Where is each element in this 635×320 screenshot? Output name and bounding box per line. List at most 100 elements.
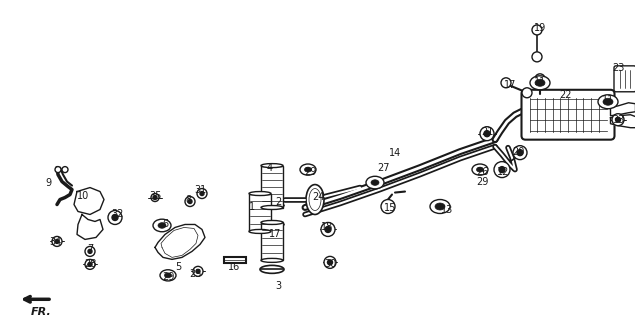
Circle shape xyxy=(85,260,95,269)
Circle shape xyxy=(88,262,92,266)
Circle shape xyxy=(88,249,92,253)
Text: 8: 8 xyxy=(185,195,191,204)
Text: 11: 11 xyxy=(602,95,614,105)
Text: 29: 29 xyxy=(476,177,488,187)
Ellipse shape xyxy=(598,95,618,109)
Text: 26: 26 xyxy=(476,167,488,177)
Text: 1: 1 xyxy=(249,202,255,212)
Circle shape xyxy=(532,52,542,62)
Circle shape xyxy=(522,88,532,98)
Ellipse shape xyxy=(160,270,176,281)
Circle shape xyxy=(62,167,68,172)
Text: 15: 15 xyxy=(384,203,396,212)
Polygon shape xyxy=(77,214,103,239)
Circle shape xyxy=(532,25,542,35)
Text: 31: 31 xyxy=(194,185,206,195)
Ellipse shape xyxy=(306,185,324,214)
Text: 13: 13 xyxy=(441,204,453,214)
Polygon shape xyxy=(74,188,104,214)
Circle shape xyxy=(185,196,195,206)
Text: 30: 30 xyxy=(324,260,336,269)
Circle shape xyxy=(325,227,331,232)
Polygon shape xyxy=(610,103,635,116)
Circle shape xyxy=(494,162,510,178)
Circle shape xyxy=(200,192,204,196)
Text: 29: 29 xyxy=(304,167,316,177)
Circle shape xyxy=(517,150,523,156)
Text: 17: 17 xyxy=(269,229,281,239)
Circle shape xyxy=(197,188,207,198)
Text: 22: 22 xyxy=(559,90,572,100)
Ellipse shape xyxy=(435,203,445,210)
Text: 28: 28 xyxy=(84,260,96,269)
Ellipse shape xyxy=(249,192,271,196)
Text: 11: 11 xyxy=(534,77,546,87)
Ellipse shape xyxy=(530,76,550,90)
Ellipse shape xyxy=(305,167,312,172)
Text: 17: 17 xyxy=(504,80,516,90)
Text: 33: 33 xyxy=(612,115,624,125)
Circle shape xyxy=(321,222,335,236)
Circle shape xyxy=(112,214,118,220)
Circle shape xyxy=(501,78,511,88)
Text: 10: 10 xyxy=(77,190,89,201)
Text: 20: 20 xyxy=(512,147,524,156)
Ellipse shape xyxy=(249,229,271,234)
Circle shape xyxy=(499,167,505,172)
Circle shape xyxy=(85,246,95,256)
Text: 23: 23 xyxy=(612,63,624,73)
Ellipse shape xyxy=(261,164,283,168)
Circle shape xyxy=(55,239,59,244)
Text: 16: 16 xyxy=(228,262,240,272)
Polygon shape xyxy=(155,224,205,260)
Circle shape xyxy=(55,167,61,172)
Text: 24: 24 xyxy=(312,192,324,202)
Ellipse shape xyxy=(535,79,545,86)
Text: 3: 3 xyxy=(275,281,281,291)
Circle shape xyxy=(381,200,395,213)
Text: 32: 32 xyxy=(112,210,124,220)
Ellipse shape xyxy=(261,258,283,262)
Text: 9: 9 xyxy=(45,178,51,188)
Bar xyxy=(261,166,283,207)
Text: 7: 7 xyxy=(87,244,93,254)
Circle shape xyxy=(615,117,620,122)
Text: 21: 21 xyxy=(481,127,493,137)
Circle shape xyxy=(193,266,203,276)
Text: 35: 35 xyxy=(149,190,161,201)
Text: 18: 18 xyxy=(321,222,333,232)
Text: 4: 4 xyxy=(267,163,273,172)
Ellipse shape xyxy=(472,164,488,175)
Circle shape xyxy=(196,269,200,273)
Polygon shape xyxy=(610,115,635,128)
Text: 27: 27 xyxy=(377,163,389,172)
Ellipse shape xyxy=(300,164,316,175)
Ellipse shape xyxy=(603,98,613,105)
Bar xyxy=(261,222,283,260)
Text: 14: 14 xyxy=(389,148,401,158)
Ellipse shape xyxy=(260,265,284,273)
Circle shape xyxy=(513,146,527,160)
FancyBboxPatch shape xyxy=(614,66,635,92)
Circle shape xyxy=(108,211,122,224)
Circle shape xyxy=(324,256,336,268)
Text: 5: 5 xyxy=(175,262,181,272)
Ellipse shape xyxy=(261,220,283,224)
Ellipse shape xyxy=(430,200,450,213)
Circle shape xyxy=(484,131,490,137)
Text: 29: 29 xyxy=(162,272,174,282)
Text: 2: 2 xyxy=(275,196,281,206)
FancyBboxPatch shape xyxy=(521,90,615,140)
Circle shape xyxy=(153,196,157,200)
Ellipse shape xyxy=(371,180,379,185)
Text: 25: 25 xyxy=(190,269,203,279)
Ellipse shape xyxy=(309,188,321,211)
Circle shape xyxy=(612,114,624,126)
Text: 19: 19 xyxy=(534,23,546,33)
Bar xyxy=(249,194,271,231)
Circle shape xyxy=(535,74,545,84)
Ellipse shape xyxy=(366,176,384,189)
Ellipse shape xyxy=(158,223,166,228)
Ellipse shape xyxy=(476,167,483,172)
Text: 12: 12 xyxy=(497,167,509,177)
